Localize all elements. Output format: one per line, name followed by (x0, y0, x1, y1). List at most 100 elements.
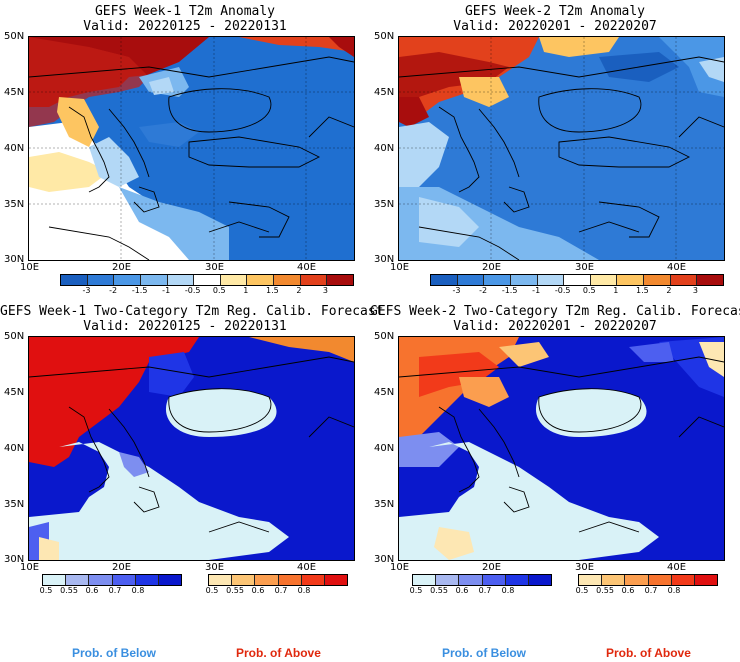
colorbar-tick-label: 3 (322, 286, 328, 295)
below-colorbar (42, 574, 182, 586)
colorbar-swatch (671, 575, 695, 585)
lat-label-45n: 45N (374, 387, 395, 398)
panel-valid-dates: Valid: 20220201 - 20220207 (453, 19, 657, 34)
colorbar-tick-label: 0.55 (226, 586, 244, 595)
prob-above-label: Prob. of Above (236, 646, 321, 660)
colorbar-tick-label: 0.55 (60, 586, 78, 595)
anomaly-colorbar (430, 274, 724, 286)
lat-label-30n: 30N (4, 554, 25, 565)
colorbar-swatch (648, 575, 672, 585)
colorbar-swatch (644, 275, 671, 285)
colorbar-swatch (327, 275, 354, 285)
lat-label-45n: 45N (4, 87, 25, 98)
colorbar-tick-label: 0.7 (108, 586, 122, 595)
colorbar-swatch (579, 575, 603, 585)
prob-below-label: Prob. of Below (442, 646, 526, 660)
prob-above-label: Prob. of Above (606, 646, 691, 660)
colorbar-tick-label: -1.5 (501, 286, 518, 295)
colorbar-tick-label: 0.5 (575, 586, 589, 595)
anomaly-colorbar (60, 274, 354, 286)
colorbar-tick-label: 0.5 (39, 586, 53, 595)
colorbar-tick-label: 0.55 (596, 586, 614, 595)
anomaly-map-week1 (28, 36, 355, 261)
colorbar-swatch (457, 275, 485, 285)
panel-week1-probability: GEFS Week-1 Two-Category T2m Reg. Calib.… (0, 300, 384, 662)
colorbar-tick-label: 0.7 (274, 586, 288, 595)
colorbar-tick-label: 0.7 (644, 586, 658, 595)
colorbar-swatch (255, 575, 279, 585)
colorbar-tick-label: 0.8 (667, 586, 681, 595)
colorbar-swatch (209, 575, 233, 585)
colorbar-swatch (602, 575, 626, 585)
lat-label-50n: 50N (4, 31, 25, 42)
colorbar-swatch (43, 575, 67, 585)
panel-title: GEFS Week-2 Two-Category T2m Reg. Calib.… (370, 304, 740, 319)
colorbar-tick-label: 1 (243, 286, 249, 295)
colorbar-tick-label: -0.5 (554, 286, 571, 295)
colorbar-swatch (484, 275, 511, 285)
colorbar-swatch (564, 275, 591, 285)
colorbar-tick-label: 0.5 (409, 586, 423, 595)
panel-week2-anomaly: GEFS Week-2 T2m Anomaly Valid: 20220201 … (370, 0, 740, 296)
colorbar-swatch (87, 275, 115, 285)
lat-label-40n: 40N (374, 443, 395, 454)
prob-below-label: Prob. of Below (72, 646, 156, 660)
colorbar-tick-label: 0.6 (455, 586, 469, 595)
colorbar-swatch (537, 275, 565, 285)
lat-label-35n: 35N (4, 499, 25, 510)
colorbar-tick-label: -0.5 (184, 286, 201, 295)
panel-week2-probability: GEFS Week-2 Two-Category T2m Reg. Calib.… (370, 300, 740, 662)
lon-label-10e: 10E (20, 262, 40, 273)
colorbar-tick-label: 0.8 (131, 586, 145, 595)
colorbar-swatch (112, 575, 136, 585)
lon-label-20e: 20E (482, 262, 502, 273)
colorbar-tick-label: 1.5 (635, 286, 649, 295)
colorbar-swatch (194, 275, 221, 285)
lat-label-30n: 30N (374, 254, 395, 265)
lat-label-30n: 30N (374, 554, 395, 565)
colorbar-swatch (61, 275, 88, 285)
lon-label-10e: 10E (390, 262, 410, 273)
lon-label-40e: 40E (297, 562, 317, 573)
colorbar-swatch (301, 575, 325, 585)
colorbar-swatch (66, 575, 90, 585)
colorbar-tick-label: -2 (479, 286, 488, 295)
lat-label-50n: 50N (374, 31, 395, 42)
colorbar-tick-label: 0.6 (251, 586, 265, 595)
colorbar-swatch (459, 575, 483, 585)
lon-label-10e: 10E (390, 562, 410, 573)
colorbar-tick-label: 1 (613, 286, 619, 295)
lat-label-50n: 50N (4, 331, 25, 342)
probability-map-week1 (28, 336, 355, 561)
anomaly-map-week2 (398, 36, 725, 261)
colorbar-swatch (300, 275, 328, 285)
lat-label-30n: 30N (4, 254, 25, 265)
colorbar-tick-label: -1 (162, 286, 171, 295)
colorbar-swatch (167, 275, 195, 285)
colorbar-tick-label: 2 (296, 286, 302, 295)
lat-label-35n: 35N (374, 499, 395, 510)
lon-label-20e: 20E (112, 262, 132, 273)
lat-label-45n: 45N (374, 87, 395, 98)
lat-label-45n: 45N (4, 387, 25, 398)
panel-valid-dates: Valid: 20220125 - 20220131 (83, 319, 287, 334)
colorbar-swatch (220, 275, 248, 285)
colorbar-swatch (413, 575, 437, 585)
lat-label-40n: 40N (4, 143, 25, 154)
colorbar-tick-label: 0.55 (430, 586, 448, 595)
colorbar-tick-label: 3 (692, 286, 698, 295)
colorbar-swatch (510, 275, 538, 285)
lon-label-40e: 40E (667, 562, 687, 573)
colorbar-tick-label: -3 (82, 286, 91, 295)
colorbar-swatch (697, 275, 724, 285)
colorbar-swatch (694, 575, 718, 585)
lat-label-35n: 35N (4, 199, 25, 210)
colorbar-swatch (436, 575, 460, 585)
lon-label-30e: 30E (205, 262, 225, 273)
colorbar-tick-label: 0.5 (212, 286, 226, 295)
lon-label-30e: 30E (205, 562, 225, 573)
lon-label-30e: 30E (575, 562, 595, 573)
lon-label-20e: 20E (482, 562, 502, 573)
colorbar-swatch (505, 575, 529, 585)
panel-valid-dates: Valid: 20220125 - 20220131 (83, 19, 287, 34)
